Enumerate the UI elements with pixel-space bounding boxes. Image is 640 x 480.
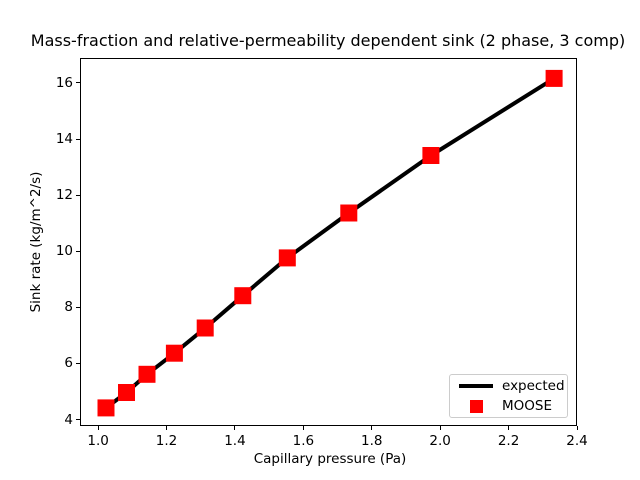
moose-data-point: [545, 69, 563, 87]
y-tick-mark: [76, 362, 80, 364]
expected-line-icon: [459, 384, 493, 388]
y-tick-label: 8: [64, 299, 73, 316]
plot-area: [80, 58, 577, 426]
x-tick-label: 1.2: [155, 433, 178, 449]
expected-line: [104, 76, 556, 410]
y-tick-mark: [76, 138, 80, 140]
x-tick-label: 1.6: [292, 433, 315, 449]
x-tick-label: 1.4: [224, 433, 246, 449]
moose-data-point: [165, 344, 183, 362]
y-tick-mark: [76, 306, 80, 308]
y-tick-label: 12: [55, 187, 73, 204]
moose-data-point: [138, 365, 156, 383]
x-tick-mark: [371, 426, 373, 430]
y-tick-label: 6: [64, 355, 73, 372]
moose-square-marker-icon: [469, 399, 483, 413]
y-tick-label: 4: [64, 411, 73, 428]
data-series-canvas: [97, 69, 563, 417]
x-tick-label: 1.0: [87, 433, 109, 449]
moose-data-point: [340, 204, 358, 222]
legend-label-moose: MOOSE: [502, 398, 552, 414]
expected-line-swatch: [459, 384, 493, 388]
legend: expected MOOSE: [449, 374, 568, 418]
moose-data-point: [196, 319, 214, 337]
y-tick-label: 14: [55, 131, 73, 148]
x-tick-label: 1.8: [361, 433, 383, 449]
x-tick-label: 2.2: [497, 433, 520, 449]
x-tick-mark: [439, 426, 441, 430]
y-tick-label: 10: [55, 243, 73, 260]
y-tick-mark: [76, 82, 80, 84]
y-tick-mark: [76, 250, 80, 252]
legend-entry-moose: MOOSE: [450, 396, 567, 416]
y-tick-label: 16: [55, 74, 73, 91]
y-tick-mark: [76, 419, 80, 421]
moose-data-point: [422, 147, 440, 164]
x-tick-mark: [508, 426, 510, 430]
legend-label-expected: expected: [502, 378, 565, 394]
moose-data-point: [97, 399, 115, 417]
x-tick-mark: [576, 426, 578, 430]
x-tick-label: 2.0: [429, 433, 451, 449]
x-axis-label: Capillary pressure (Pa): [253, 451, 407, 467]
chart-title: Mass-fraction and relative-permeability …: [30, 31, 626, 50]
x-tick-label: 2.4: [566, 433, 588, 449]
x-tick-mark: [166, 426, 168, 430]
moose-data-point: [278, 249, 296, 267]
x-tick-mark: [97, 426, 99, 430]
moose-data-point: [234, 287, 252, 305]
x-tick-mark: [234, 426, 236, 430]
y-axis-label: Sink rate (kg/m^2/s): [28, 171, 44, 313]
y-tick-mark: [76, 194, 80, 196]
x-tick-mark: [302, 426, 304, 430]
moose-marker-swatch: [459, 399, 493, 413]
legend-entry-expected: expected: [450, 376, 567, 396]
moose-data-point: [118, 384, 135, 401]
